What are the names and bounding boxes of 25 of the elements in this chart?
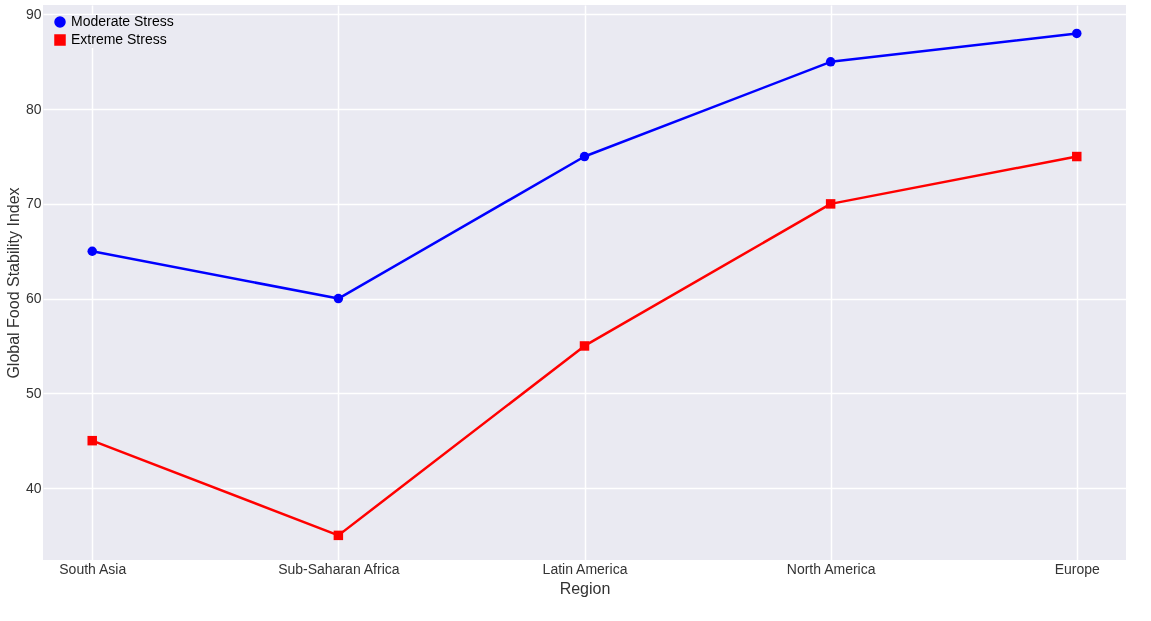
y-tick-label: 40 — [25, 479, 42, 496]
y-tick-label: 60 — [25, 290, 42, 307]
legend-label: Moderate Stress — [71, 13, 174, 29]
point — [579, 341, 590, 351]
x-tick-label: Latin America — [542, 560, 628, 577]
y-axis-title: Global Food Stability Index — [4, 187, 22, 379]
point — [1072, 151, 1082, 162]
x-tick-label: Sub-Saharan Africa — [278, 560, 400, 577]
legend-label: Extreme Stress — [71, 31, 167, 47]
y-tick-label: 50 — [25, 384, 42, 401]
x-tick-label: Europe — [1054, 560, 1101, 577]
point — [87, 435, 97, 446]
x-tick-label: North America — [786, 560, 876, 577]
point — [333, 293, 344, 304]
point — [333, 530, 344, 541]
point — [1072, 28, 1082, 39]
point — [825, 57, 836, 67]
y-tick-label: 90 — [25, 5, 42, 22]
y-tick-label: 80 — [25, 100, 42, 117]
point — [87, 246, 97, 256]
x-axis-title: Region — [559, 579, 611, 597]
point — [579, 151, 590, 162]
y-tick-label: 70 — [25, 195, 42, 212]
x-tick-label: South Asia — [59, 560, 127, 577]
point — [825, 199, 836, 209]
